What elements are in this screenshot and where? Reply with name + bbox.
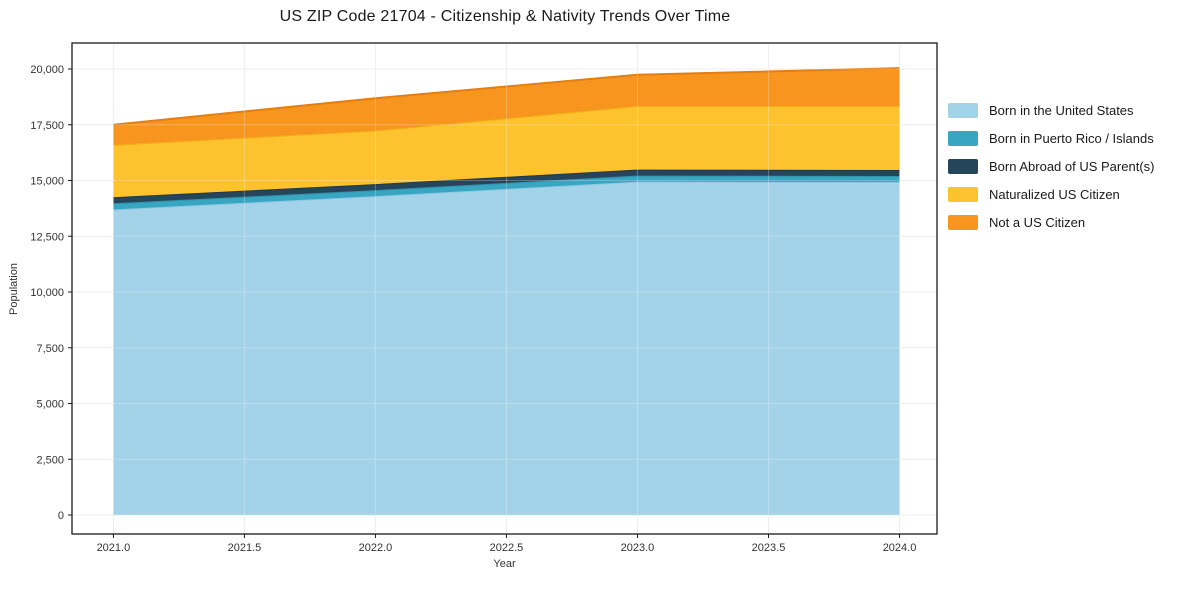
y-axis-label: Population: [8, 263, 20, 315]
y-tick-label: 10,000: [30, 287, 64, 299]
area-series: [113, 169, 900, 204]
axis-spine: [71, 42, 938, 535]
y-tick-label: 0: [58, 510, 64, 522]
legend-label: Born Abroad of US Parent(s): [989, 159, 1155, 174]
y-tick-label: 15,000: [30, 176, 64, 188]
legend-item: Born in Puerto Rico / Islands: [948, 131, 1154, 146]
y-tick-label: 2,500: [36, 454, 64, 466]
area-series: [113, 106, 900, 198]
legend-label: Not a US Citizen: [989, 215, 1086, 230]
x-tick-label: 2022.5: [490, 542, 524, 554]
legend-label: Born in Puerto Rico / Islands: [989, 131, 1154, 146]
x-axis-label: Year: [493, 558, 516, 570]
legend-label: Born in the United States: [989, 103, 1134, 118]
y-tick-label: 20,000: [30, 64, 64, 76]
legend-item: Not a US Citizen: [948, 215, 1154, 230]
y-tick-label: 7,500: [36, 343, 64, 355]
x-tick-label: 2024.0: [883, 542, 917, 554]
y-tick-label: 12,500: [30, 231, 64, 243]
x-tick-label: 2021.5: [228, 542, 262, 554]
x-tick-label: 2023.0: [621, 542, 655, 554]
legend-swatch: [948, 103, 978, 118]
legend-item: Naturalized US Citizen: [948, 187, 1154, 202]
x-tick-label: 2021.0: [97, 542, 131, 554]
legend-item: Born Abroad of US Parent(s): [948, 159, 1154, 174]
area-series: [113, 181, 900, 516]
legend-item: Born in the United States: [948, 103, 1154, 118]
legend-swatch: [948, 215, 978, 230]
area-series-edge: [113, 67, 900, 126]
area-series: [113, 68, 900, 145]
y-tick-label: 17,500: [30, 120, 64, 132]
legend-swatch: [948, 131, 978, 146]
chart-title: US ZIP Code 21704 - Citizenship & Nativi…: [279, 8, 731, 25]
x-tick-label: 2023.5: [752, 542, 786, 554]
x-tick-label: 2022.0: [359, 542, 393, 554]
legend: Born in the United States Born in Puerto …: [948, 103, 1154, 230]
legend-swatch: [948, 159, 978, 174]
legend-swatch: [948, 187, 978, 202]
area-series: [113, 175, 900, 210]
legend-label: Naturalized US Citizen: [989, 187, 1120, 202]
y-tick-label: 5,000: [36, 399, 64, 411]
